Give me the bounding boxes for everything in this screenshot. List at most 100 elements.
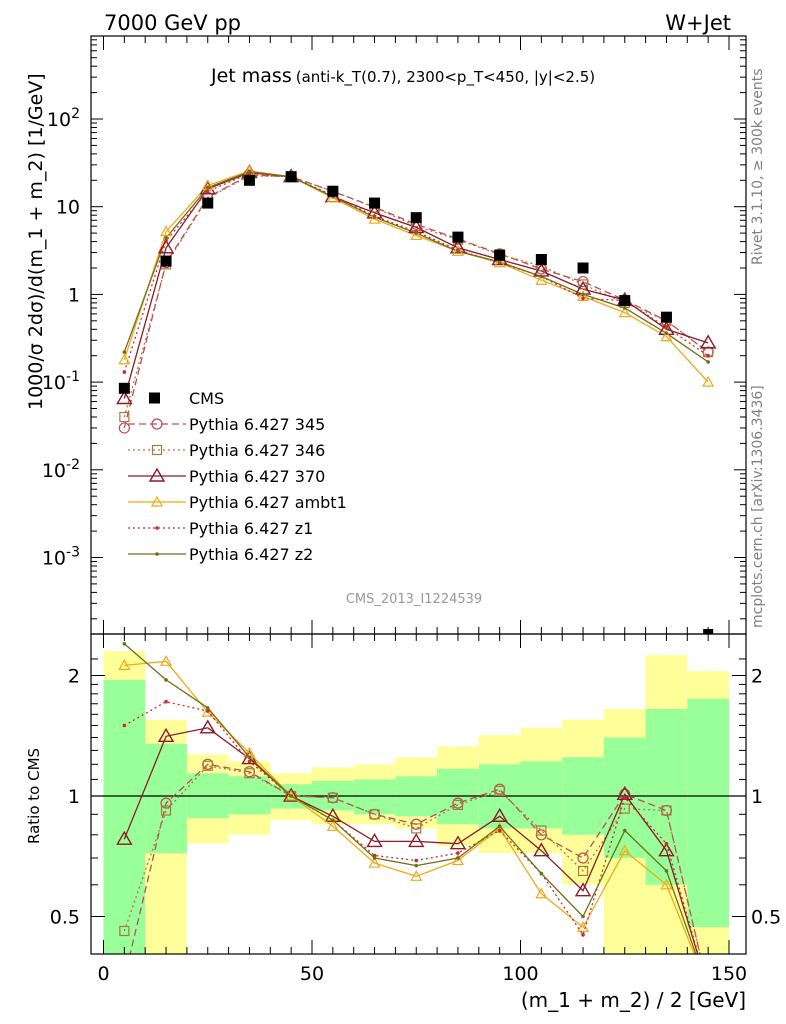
ratio-point-p370	[199, 719, 216, 734]
data-point-ambt1	[535, 274, 548, 285]
main-series-group	[116, 164, 717, 434]
data-point-z1	[164, 238, 168, 243]
data-point-p346	[119, 411, 130, 423]
data-point-z1	[664, 325, 669, 330]
rivet-label: Rivet 3.1.10, ≥ 300k events	[750, 68, 766, 265]
ratio-point-z1	[122, 723, 127, 728]
band-inner	[645, 708, 688, 885]
ratio-point-ambt1	[618, 844, 631, 856]
data-point-p345	[118, 422, 130, 434]
legend-label-z1: Pythia 6.427 z1	[189, 519, 313, 538]
ratio-y-axis-label: Ratio to CMS	[25, 748, 43, 844]
data-point-z1	[122, 370, 127, 374]
y-tick-base: 10	[42, 460, 66, 482]
data-point-z1	[706, 353, 710, 358]
legend-label-ambt1: Pythia 6.427 ambt1	[189, 493, 347, 512]
ratio-point-z1	[247, 759, 252, 764]
data-point-cms	[369, 197, 381, 209]
data-point-z2	[372, 215, 377, 219]
ratio-point-p370	[116, 830, 133, 845]
ratio-point-p346	[494, 785, 505, 796]
data-point-z2	[456, 249, 460, 254]
ratio-point-ambt1	[326, 820, 339, 831]
ratio-point-z1	[581, 933, 585, 937]
data-point-z1	[581, 296, 585, 301]
ratio-frame	[90, 633, 747, 955]
chart-title-detail: (anti-k_T(0.7), 2300<p_T<450, |y|<2.5)	[296, 68, 595, 87]
ratio-y-tick-label-right: 1	[751, 786, 763, 808]
legend-marker-p345	[151, 418, 163, 430]
data-point-cms	[535, 254, 547, 266]
data-point-p346	[577, 279, 589, 290]
ratio-point-z2	[122, 642, 127, 646]
ratio-point-ambt1	[118, 659, 131, 670]
y-tick-label: 10-1	[42, 369, 80, 394]
data-point-ambt1	[577, 290, 590, 301]
band-inner	[228, 776, 271, 815]
ratio-series-group	[116, 642, 701, 954]
legend-label-p345: Pythia 6.427 345	[189, 415, 325, 434]
x-tick-label: 50	[300, 963, 324, 985]
legend-label-p346: Pythia 6.427 346	[189, 441, 325, 460]
ratio-point-z2	[414, 863, 419, 868]
data-point-ambt1	[118, 353, 131, 365]
data-point-cms	[160, 255, 172, 267]
ratio-line-p346	[123, 765, 701, 954]
data-point-z2	[497, 260, 502, 264]
process-label: W+Jet	[665, 11, 731, 35]
ratio-point-p346	[327, 792, 338, 803]
data-point-z2	[205, 185, 210, 190]
ratio-point-z1	[622, 795, 627, 800]
ratio-point-p370	[533, 842, 550, 857]
ratio-y-tick-label-left: 1	[68, 786, 80, 808]
ratio-point-p346	[577, 865, 589, 876]
ratio-point-z1	[414, 858, 419, 863]
ratio-point-p370	[574, 882, 592, 897]
ratio-point-p370	[157, 727, 175, 742]
data-point-ambt1	[368, 212, 381, 224]
y-tick-label: 1	[68, 284, 80, 306]
y-tick-exponent: 2	[71, 106, 80, 122]
data-point-z2	[581, 292, 585, 297]
data-point-z2	[622, 306, 627, 310]
ratio-point-z2	[622, 828, 627, 833]
ratio-point-z2	[289, 794, 293, 798]
data-point-ambt1	[702, 375, 715, 387]
ratio-point-p346	[536, 825, 547, 836]
ratio-point-z2	[331, 818, 335, 823]
ratio-point-p346	[244, 768, 255, 779]
ratio-point-z1	[456, 851, 460, 855]
energy-label: 7000 GeV pp	[104, 11, 241, 35]
y-tick-exponent: -1	[66, 369, 80, 385]
ratio-line-p370	[123, 727, 699, 954]
legend-label-p370: Pythia 6.427 370	[189, 467, 325, 486]
chart-title: Jet mass (anti-k_T(0.7), 2300<p_T<450, |y…	[210, 65, 595, 87]
analysis-label: CMS_2013_I1224539	[346, 592, 482, 607]
data-point-cms	[452, 231, 464, 243]
data-point-p370	[116, 390, 133, 405]
data-point-z2	[414, 231, 419, 235]
data-point-ambt1	[451, 245, 464, 256]
legend-marker-ambt1	[150, 495, 164, 507]
ratio-point-ambt1	[577, 921, 590, 932]
y-tick-label: 10	[56, 197, 80, 219]
ratio-point-z1	[205, 709, 210, 713]
x-tick-label: 100	[502, 963, 538, 985]
data-point-z2	[539, 274, 544, 279]
legend: CMS Pythia 6.427 345 Pythia 6.427 346 Pythi…	[128, 389, 347, 564]
ratio-point-z2	[205, 706, 210, 710]
ratio-y-tick-label-right: 0.5	[751, 907, 781, 929]
data-point-cms	[118, 382, 130, 394]
data-point-ambt1	[326, 191, 339, 203]
band-inner	[687, 698, 729, 928]
ratio-point-p346	[369, 809, 380, 820]
y-tick-base: 10	[42, 372, 66, 394]
data-point-ambt1	[160, 225, 173, 237]
ratio-point-ambt1	[285, 789, 298, 801]
ratio-point-z1	[497, 828, 502, 833]
ratio-point-p370	[282, 787, 300, 802]
legend-marker-cms	[149, 392, 160, 404]
ratio-point-p370	[658, 842, 675, 857]
ratio-point-z2	[372, 856, 377, 860]
